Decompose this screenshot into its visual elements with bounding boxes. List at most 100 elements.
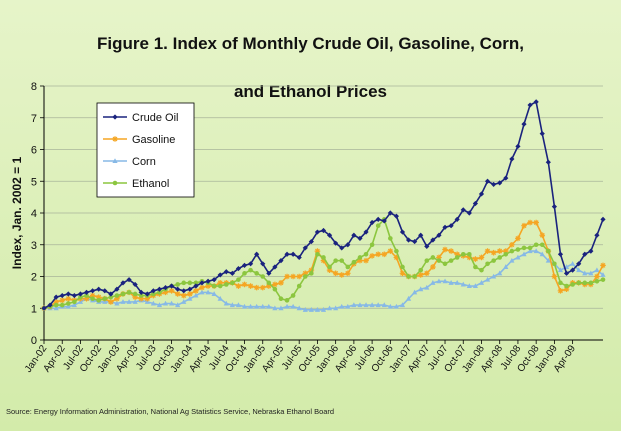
data-point-crude-oil <box>369 219 375 226</box>
data-point-gasoline <box>193 287 199 294</box>
data-point-gasoline <box>168 287 175 294</box>
data-point-corn <box>503 264 509 269</box>
data-point-gasoline <box>284 273 290 280</box>
data-point-ethanol <box>211 283 217 289</box>
data-point-crude-oil <box>308 238 314 245</box>
data-point-corn <box>168 300 175 306</box>
data-point-ethanol <box>260 274 266 279</box>
data-point-crude-oil <box>405 237 412 243</box>
data-point-ethanol <box>120 291 126 297</box>
data-point-ethanol <box>436 258 442 263</box>
data-point-crude-oil <box>296 254 302 261</box>
data-point-gasoline <box>144 295 151 302</box>
data-point-crude-oil <box>150 288 156 294</box>
data-point-crude-oil <box>247 261 254 267</box>
legend-marker <box>112 136 118 142</box>
data-point-crude-oil <box>594 232 600 238</box>
data-point-ethanol <box>151 291 156 297</box>
data-point-ethanol <box>90 296 95 302</box>
data-point-gasoline <box>132 294 138 300</box>
data-point-ethanol <box>272 286 278 292</box>
data-point-gasoline <box>338 272 345 278</box>
data-point-corn <box>296 305 302 311</box>
data-point-corn <box>308 307 314 312</box>
data-point-ethanol <box>53 302 59 308</box>
data-point-gasoline <box>320 257 327 264</box>
legend-label: Ethanol <box>132 178 169 190</box>
data-point-gasoline <box>302 270 309 277</box>
data-point-crude-oil <box>363 229 369 235</box>
source-note: Source: Energy Information Administratio… <box>6 407 335 416</box>
data-point-gasoline <box>108 299 114 305</box>
data-point-ethanol <box>533 242 539 248</box>
data-point-ethanol <box>254 271 259 276</box>
data-point-corn <box>156 302 163 308</box>
data-point-ethanol <box>363 251 369 257</box>
data-point-crude-oil <box>357 235 363 241</box>
data-point-crude-oil <box>284 251 290 257</box>
data-point-ethanol <box>430 255 436 260</box>
data-point-gasoline <box>345 270 351 277</box>
data-point-crude-oil <box>181 288 187 294</box>
data-point-crude-oil <box>254 251 260 257</box>
data-point-ethanol <box>315 251 320 257</box>
series-lines <box>41 99 606 312</box>
data-point-ethanol <box>72 299 77 305</box>
data-point-crude-oil <box>77 291 84 297</box>
data-point-ethanol <box>339 258 345 263</box>
data-point-crude-oil <box>290 251 296 257</box>
data-point-crude-oil <box>320 227 327 234</box>
data-point-ethanol <box>473 264 478 270</box>
data-point-gasoline <box>114 295 120 302</box>
data-point-crude-oil <box>314 229 321 235</box>
data-point-ethanol <box>242 271 247 276</box>
data-point-corn <box>199 289 205 295</box>
data-point-ethanol <box>96 298 101 303</box>
data-point-crude-oil <box>521 121 527 127</box>
data-point-ethanol <box>460 251 466 257</box>
data-point-gasoline <box>290 273 296 280</box>
data-point-gasoline <box>515 235 521 242</box>
data-point-corn <box>223 300 229 306</box>
data-point-crude-oil <box>187 286 193 292</box>
data-point-ethanol <box>248 267 253 273</box>
data-point-corn <box>211 291 217 296</box>
data-point-crude-oil <box>96 286 102 292</box>
data-point-corn <box>320 307 327 312</box>
data-point-ethanol <box>582 280 588 286</box>
data-point-crude-oil <box>260 261 266 267</box>
data-point-gasoline <box>417 272 424 278</box>
data-point-corn <box>120 299 126 304</box>
data-point-corn <box>114 300 120 306</box>
data-point-ethanol <box>108 294 114 300</box>
data-point-ethanol <box>418 267 424 273</box>
y-axis-label: Index, Jan. 2002 = 1 <box>10 156 24 269</box>
data-point-corn <box>162 300 169 306</box>
data-point-corn <box>448 280 454 285</box>
data-point-corn <box>314 307 321 312</box>
data-point-gasoline <box>509 241 515 248</box>
data-point-crude-oil <box>484 178 491 184</box>
data-point-gasoline <box>278 280 284 286</box>
data-point-crude-oil <box>424 243 430 249</box>
data-point-ethanol <box>132 291 138 297</box>
data-point-corn <box>491 273 497 279</box>
data-point-crude-oil <box>345 242 351 248</box>
data-point-crude-oil <box>515 143 521 149</box>
data-point-crude-oil <box>241 262 248 268</box>
data-point-crude-oil <box>448 223 454 229</box>
data-point-gasoline <box>235 283 242 289</box>
data-point-gasoline <box>326 267 333 273</box>
data-point-crude-oil <box>138 289 144 295</box>
data-point-gasoline <box>357 257 363 264</box>
data-point-ethanol <box>181 280 187 286</box>
data-point-crude-oil <box>576 261 582 267</box>
data-point-gasoline <box>594 273 600 280</box>
data-point-ethanol <box>491 258 496 263</box>
data-point-crude-oil <box>71 292 77 299</box>
data-point-gasoline <box>600 262 606 269</box>
data-point-ethanol <box>503 251 509 257</box>
data-point-crude-oil <box>114 286 120 292</box>
x-tick-labels: Jan-02Apr-02Jul-02Oct-02Jan-03Apr-03Jul-… <box>23 343 578 375</box>
legend-label: Corn <box>132 156 156 168</box>
